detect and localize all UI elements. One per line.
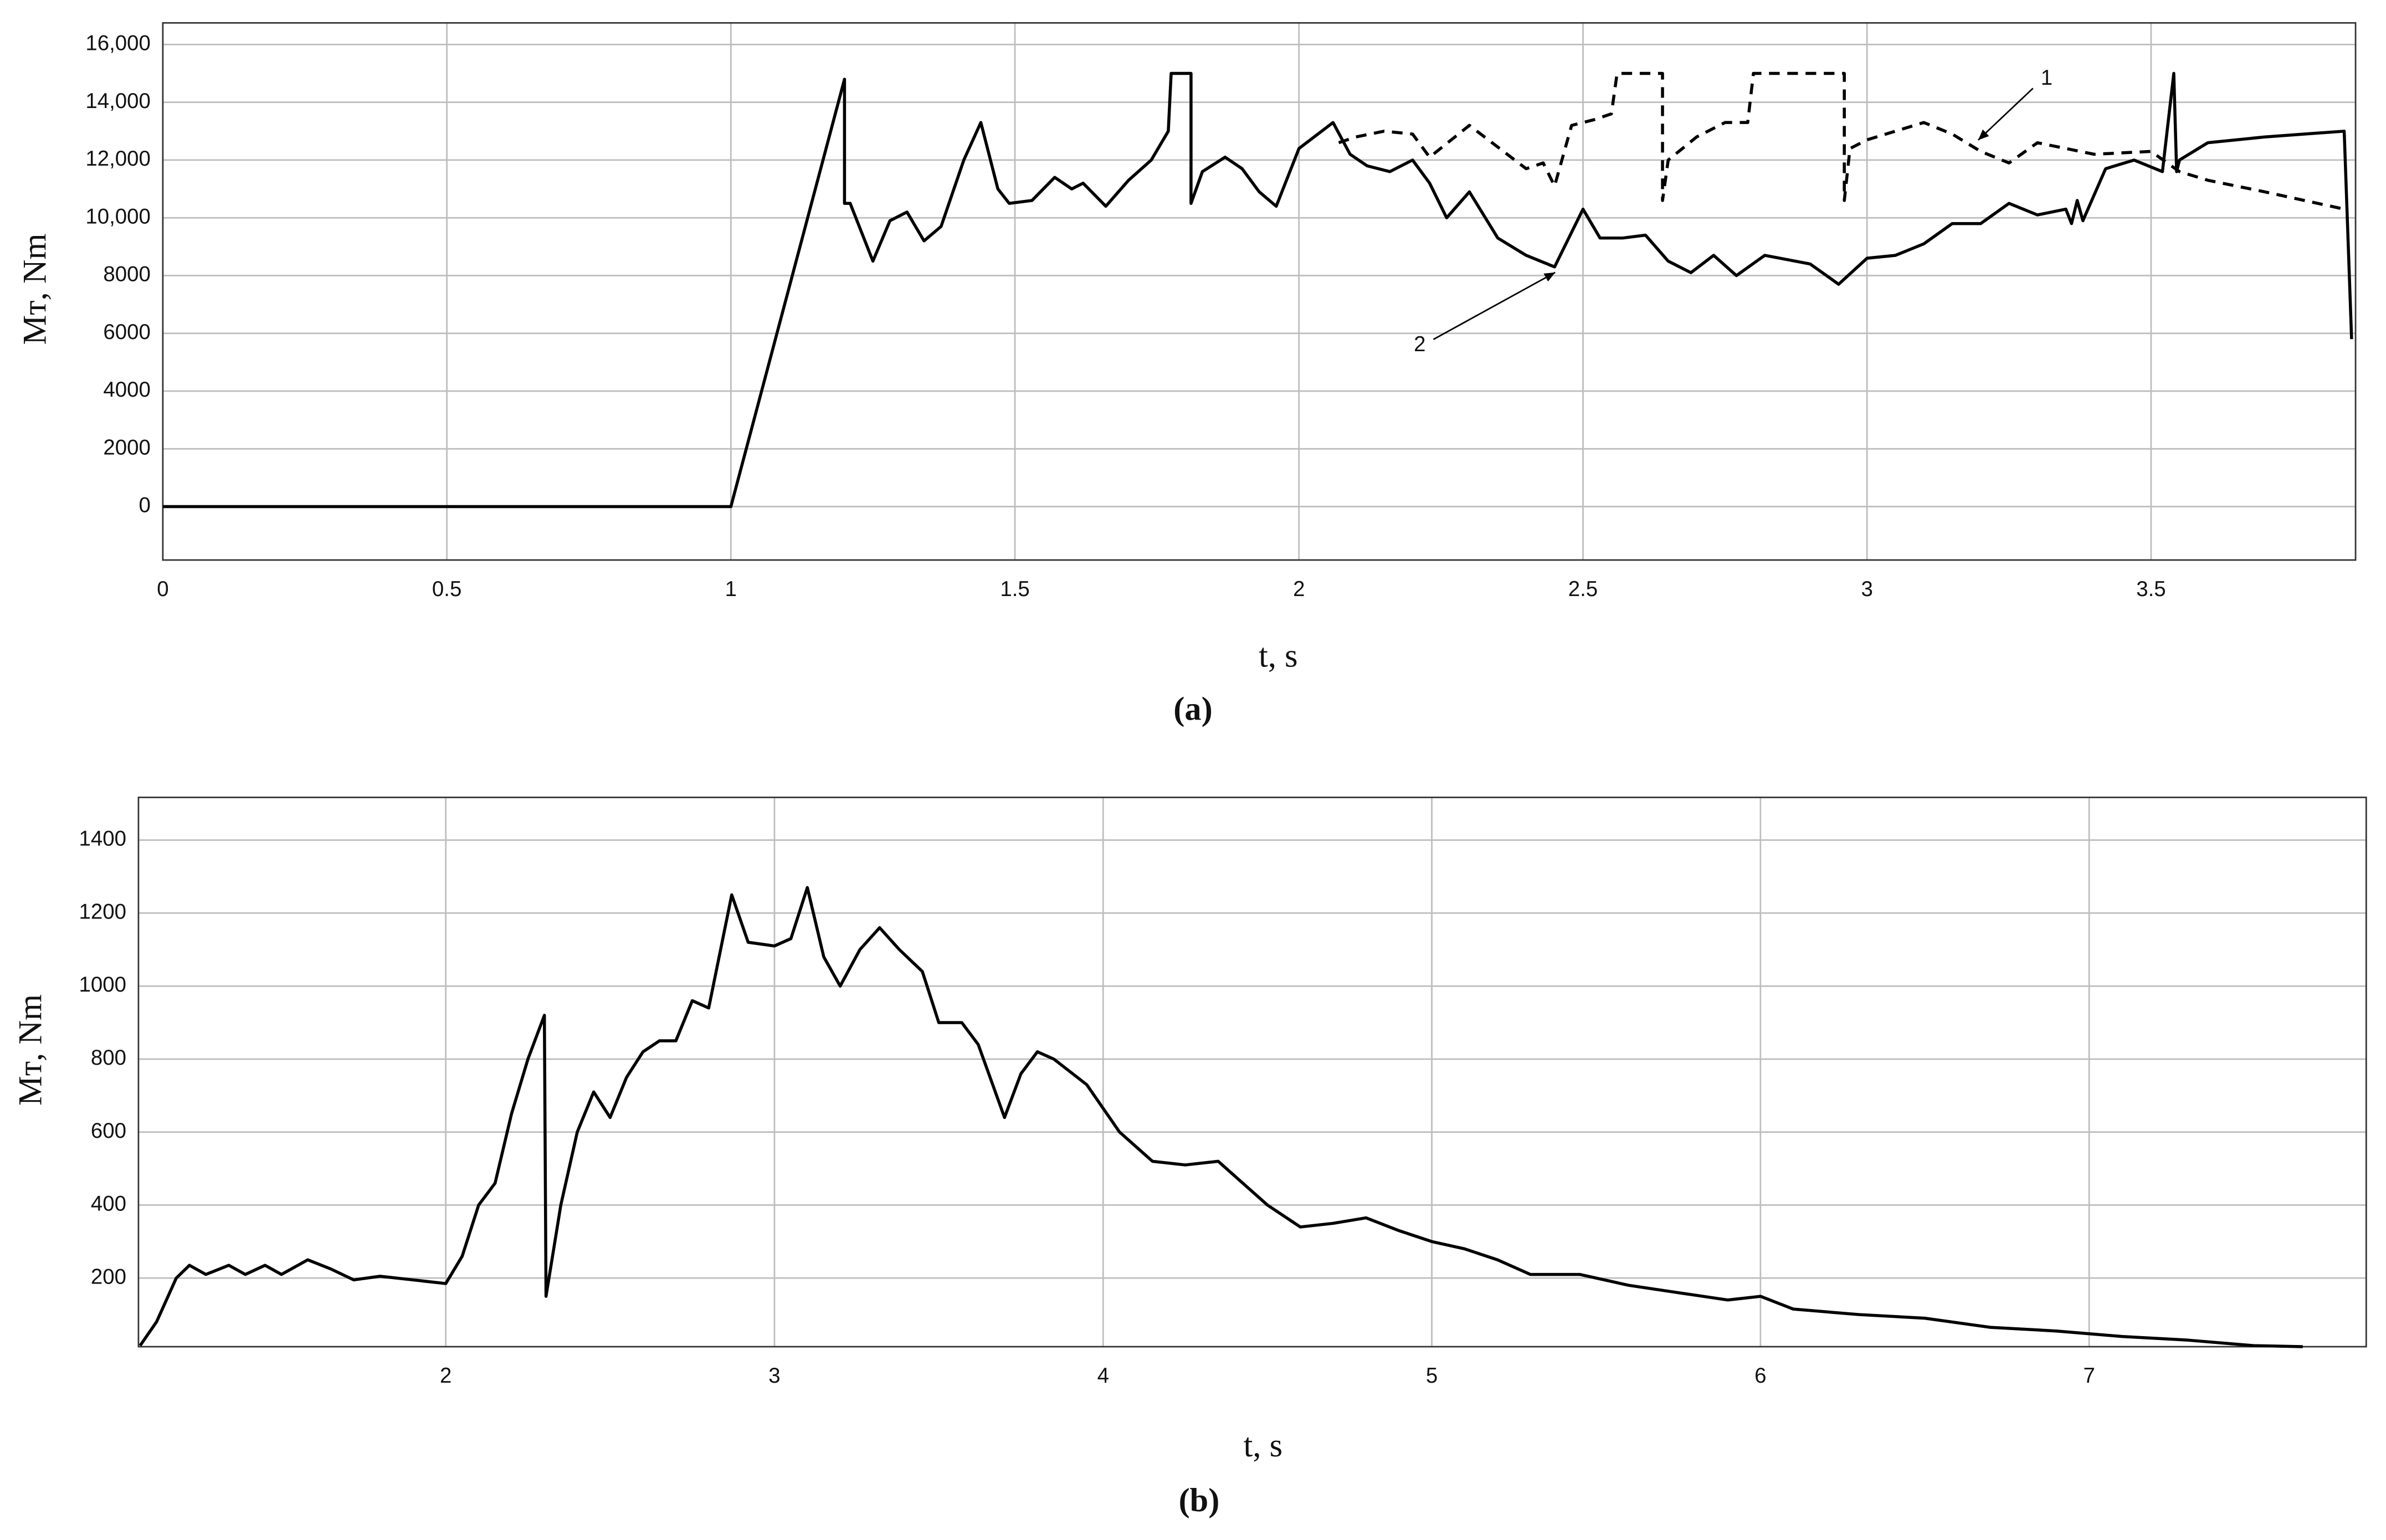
y-tick-label: 16,000 [85,32,151,55]
x-tick-label: 0.5 [432,577,461,601]
annotation-arrow [1433,271,1556,340]
series-line [138,886,2303,1348]
caption: (a) [1173,690,1212,727]
y-tick-label: 1200 [79,900,126,923]
y-axis-label: Mᴛ, Nm [12,994,49,1106]
y-tick-label: 10,000 [85,204,151,228]
y-tick-label: 200 [91,1265,126,1289]
x-tick-label: 3 [768,1364,780,1388]
y-tick-label: 6000 [103,320,151,344]
y-tick-label: 600 [91,1119,126,1143]
x-tick-label: 2 [440,1364,451,1388]
x-tick-label: 1 [725,577,737,601]
plot-area [138,797,2367,1347]
y-tick-label: 1400 [79,827,126,851]
plot-frame [137,797,2367,1348]
y-axis-label: Mᴛ, Nm [17,234,54,345]
x-tick-label: 6 [1754,1364,1766,1388]
x-tick-label: 3 [1861,577,1873,601]
x-tick-label: 2 [1293,577,1305,601]
y-tick-label: 0 [139,494,151,517]
plot-frame [162,22,2357,561]
y-tick-label: 8000 [103,263,151,286]
y-tick-label: 1000 [79,973,126,997]
series-label: 1 [2041,66,2053,90]
x-axis-label: t, s [1244,1427,1283,1464]
series-line [162,71,2353,509]
x-tick-label: 0 [157,577,168,601]
y-tick-label: 400 [91,1192,126,1216]
y-tick-label: 800 [91,1046,126,1070]
series-label: 2 [1414,332,1425,356]
plot-area [162,23,2356,560]
x-tick-label: 3.5 [2136,577,2166,601]
y-tick-label: 4000 [103,378,151,402]
y-tick-label: 14,000 [85,89,151,113]
series-line [1338,71,2345,211]
caption: (b) [1179,1482,1220,1519]
x-axis-label: t, s [1259,637,1298,674]
annotation-arrow [1977,88,2034,141]
x-tick-label: 2.5 [1568,577,1598,601]
x-tick-label: 7 [2083,1364,2095,1388]
x-tick-label: 5 [1426,1364,1438,1388]
x-tick-label: 4 [1097,1364,1109,1388]
x-tick-label: 1.5 [1000,577,1029,601]
y-tick-label: 12,000 [85,147,151,171]
y-tick-label: 2000 [103,435,151,459]
